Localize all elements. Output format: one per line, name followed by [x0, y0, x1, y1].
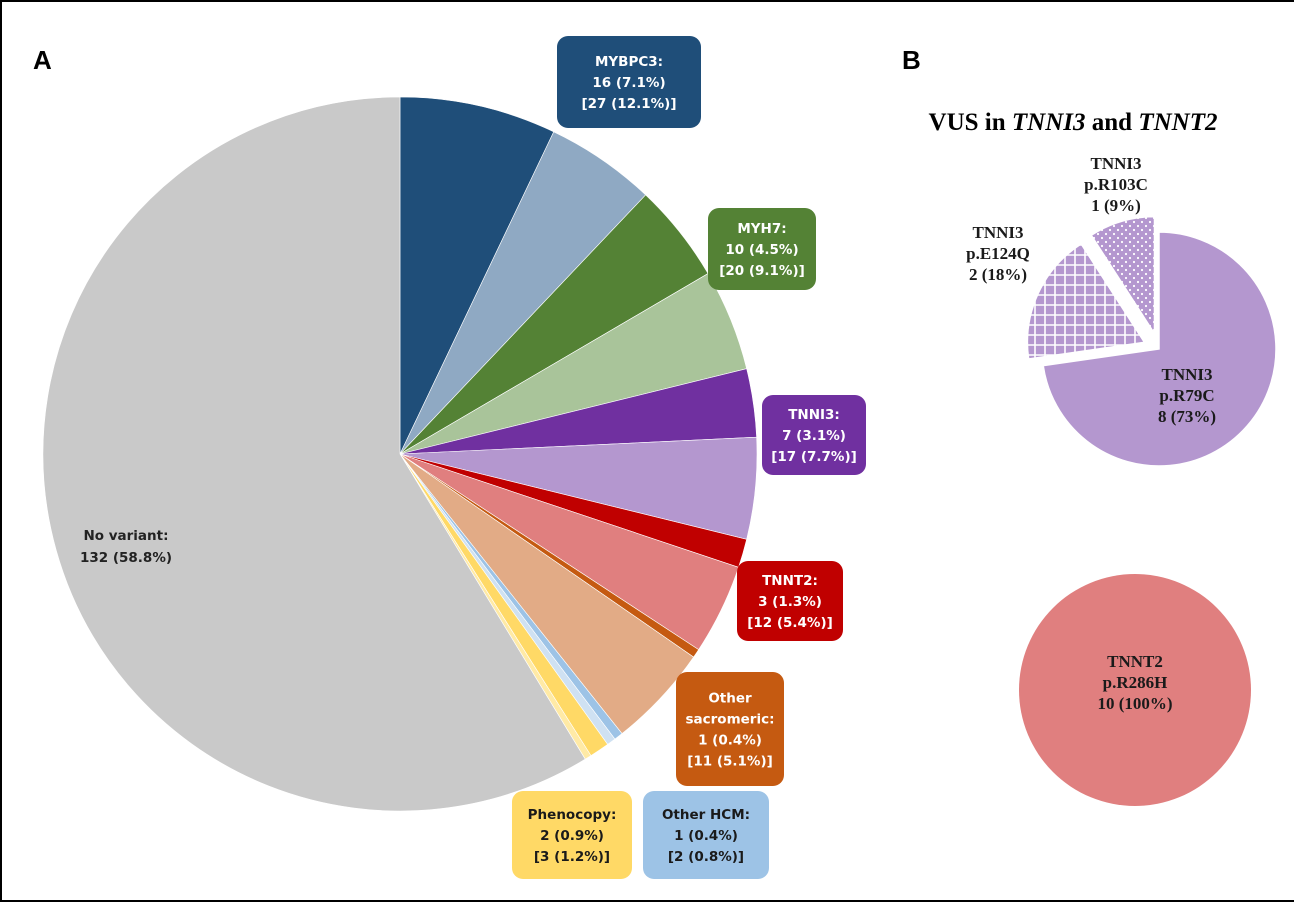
label-tnni3-p-r79c-gene: TNNI3 [1161, 365, 1212, 384]
label-tnni3-line-3: [17 (7.7%)] [771, 449, 857, 465]
label-tnni3-p-r79c-variant: p.R79C [1159, 386, 1214, 405]
panel-b-title-mid: and [1086, 109, 1139, 136]
label-myh7: MYH7: 10 (4.5%) [20 (9.1%)] [708, 208, 816, 290]
label-mybpc3-line-1: MYBPC3: [595, 54, 663, 70]
pie-slice-mybpc3-pathogenic [399, 96, 555, 455]
label-tnni3-p-r103c-text: 1 (9%) [1091, 196, 1141, 215]
panel-letter-a: A [33, 45, 52, 75]
label-tnni3-p-e124q-variant: p.E124Q [966, 244, 1030, 263]
label-other-sarc-line-1: Other [708, 691, 752, 707]
label-tnnt2-line-2: 3 (1.3%) [758, 594, 822, 610]
label-tnnt2-box [737, 561, 843, 641]
label-tnni3-line-1: TNNI3: [788, 407, 840, 423]
label-other-hcm: Other HCM: 1 (0.4%) [2 (0.8%)] [643, 791, 769, 879]
label-other-hcm-box [643, 791, 769, 879]
label-tnnt2-line-3: [12 (5.4%)] [747, 615, 833, 631]
label-mybpc3-line-2: 16 (7.1%) [592, 75, 665, 91]
pie-slice-tnni3-p-r103c [1090, 215, 1156, 337]
label-tnni3-p-e124q-text: 2 (18%) [969, 265, 1027, 284]
label-phenocopy-box [512, 791, 632, 879]
panel-b-title-prefix: VUS in [929, 109, 1012, 136]
label-tnnt2-line-1: TNNT2: [762, 573, 818, 589]
panel-b-title: VUS in TNNI3 and TNNT2 [929, 109, 1218, 136]
pie-chart-tnni3-vus-labels: TNNI3 p.R79C 8 (73%) TNNI3 p.E124Q 2 (18%) TNN… [966, 154, 1216, 426]
label-tnni3: TNNI3: 7 (3.1%) [17 (7.7%)] [762, 395, 866, 475]
label-phenocopy-line-2: 2 (0.9%) [540, 828, 604, 844]
label-other-sarc: Other sacromeric: 1 (0.4%) [11 (5.1%)] [676, 672, 784, 786]
pie-slice-no-variant [42, 96, 586, 812]
label-no-variant-line-1: No variant: [83, 528, 168, 544]
label-other-hcm-line-1: Other HCM: [662, 807, 750, 823]
label-tnni3-p-r79c-text: 8 (73%) [1158, 407, 1216, 426]
pie-slice-tnni3-p-r79c [1042, 231, 1277, 467]
label-other-sarc-line-2: sacromeric: [686, 712, 775, 728]
label-tnnt2-p-r286h-text: 10 (100%) [1097, 694, 1172, 713]
panel-b-title-gene1: TNNI3 [1012, 109, 1086, 136]
label-phenocopy-line-3: [3 (1.2%)] [534, 849, 610, 865]
label-tnni3-box [762, 395, 866, 475]
label-myh7-box [708, 208, 816, 290]
label-myh7-line-2: 10 (4.5%) [725, 242, 798, 258]
label-phenocopy: Phenocopy: 2 (0.9%) [3 (1.2%)] [512, 791, 632, 879]
label-no-variant-line-2: 132 (58.8%) [80, 550, 172, 566]
pie-slice-tnnt2-p-r286h [1019, 574, 1251, 806]
label-phenocopy-line-1: Phenocopy: [528, 807, 617, 823]
label-tnnt2-p-r286h-variant: p.R286H [1103, 673, 1168, 692]
label-tnni3-p-e124q-gene: TNNI3 [972, 223, 1023, 242]
label-other-hcm-line-3: [2 (0.8%)] [668, 849, 744, 865]
label-tnnt2: TNNT2: 3 (1.3%) [12 (5.4%)] [737, 561, 843, 641]
pie-slice-tnni3-p-e124q [1026, 242, 1146, 360]
label-tnni3-p-r103c-variant: p.R103C [1084, 175, 1148, 194]
label-mybpc3-line-3: [27 (12.1%)] [581, 96, 676, 112]
pie-chart-a [42, 96, 758, 812]
label-myh7-line-1: MYH7: [737, 221, 786, 237]
label-myh7-line-3: [20 (9.1%)] [719, 263, 805, 279]
label-tnni3-p-r103c-gene: TNNI3 [1090, 154, 1141, 173]
label-other-sarc-box [676, 672, 784, 786]
label-tnnt2-p-r286h-gene: TNNT2 [1107, 652, 1163, 671]
label-mybpc3-box [557, 36, 701, 128]
panel-b-title-gene2: TNNT2 [1138, 109, 1217, 136]
label-mybpc3: MYBPC3: 16 (7.1%) [27 (12.1%)] [557, 36, 701, 128]
pie-chart-a-labels: MYBPC3: 16 (7.1%) [27 (12.1%)] MYH7: 10 (4.5… [80, 36, 866, 879]
label-tnni3-line-2: 7 (3.1%) [782, 428, 846, 444]
pie-chart-tnnt2-vus-labels: TNNT2 p.R286H 10 (100%) [1097, 652, 1172, 713]
label-other-sarc-line-4: [11 (5.1%)] [687, 754, 773, 770]
label-other-hcm-line-2: 1 (0.4%) [674, 828, 738, 844]
label-other-sarc-line-3: 1 (0.4%) [698, 733, 762, 749]
pie-chart-tnni3-vus [1026, 215, 1277, 467]
panel-letter-b: B [902, 45, 921, 75]
pie-chart-tnnt2-vus [1019, 574, 1251, 806]
